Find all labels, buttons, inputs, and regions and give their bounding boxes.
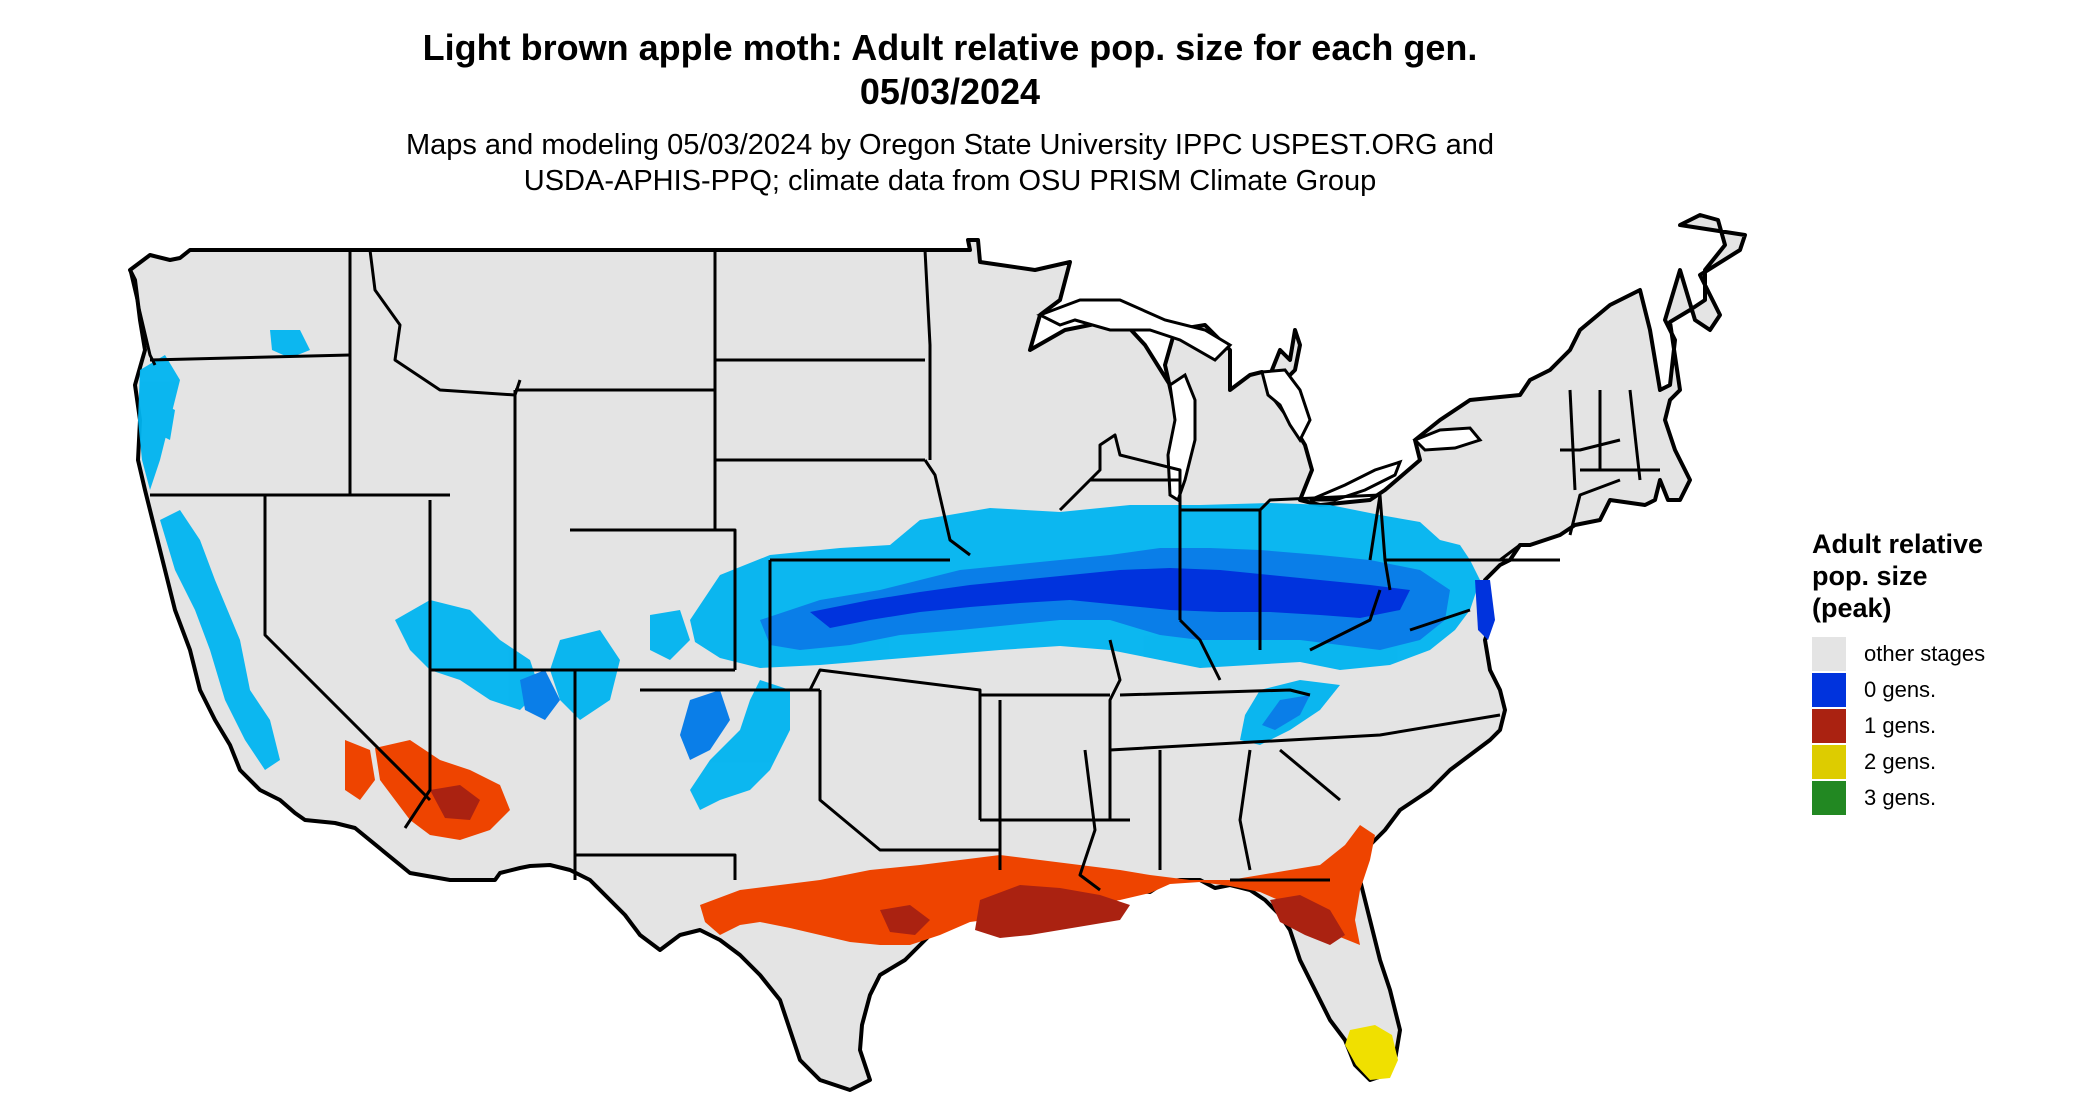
legend-title-line1: Adult relative [1812, 529, 1984, 559]
legend-label: other stages [1864, 641, 1986, 666]
state-borders [128, 249, 1660, 892]
legend-label: 1 gens. [1864, 713, 1937, 738]
lake-huron [1260, 368, 1312, 443]
legend-swatch-0-gens [1812, 673, 1846, 707]
legend-swatch-1-gens [1812, 709, 1846, 743]
zone-dark-red [430, 785, 1345, 945]
legend-swatch-other-stages [1812, 637, 1846, 671]
lake-superior [1036, 298, 1233, 362]
legend-swatch-3-gens [1812, 781, 1846, 815]
map-subtitle-line2: USDA-APHIS-PPQ; climate data from OSU PR… [523, 165, 1377, 197]
map-subtitle-line1: Maps and modeling 05/03/2024 by Oregon S… [405, 129, 1495, 161]
legend-title-line3: (peak) [1812, 593, 1892, 623]
lake-erie [1309, 459, 1403, 502]
zone-yellow [1345, 1025, 1398, 1080]
legend-label: 2 gens. [1864, 749, 1937, 774]
lake-ontario [1412, 426, 1483, 452]
legend-label: 0 gens. [1864, 677, 1937, 702]
legend-swatch-2-gens [1812, 745, 1846, 779]
legend-label: 3 gens. [1864, 785, 1937, 810]
legend-title-line2: pop. size [1812, 561, 1928, 591]
legend-title: Adult relative pop. size (peak) [1812, 528, 1983, 624]
map-title-date: 05/03/2024 [859, 71, 1041, 112]
map-title-line1: Light brown apple moth: Adult relative p… [422, 27, 1478, 68]
